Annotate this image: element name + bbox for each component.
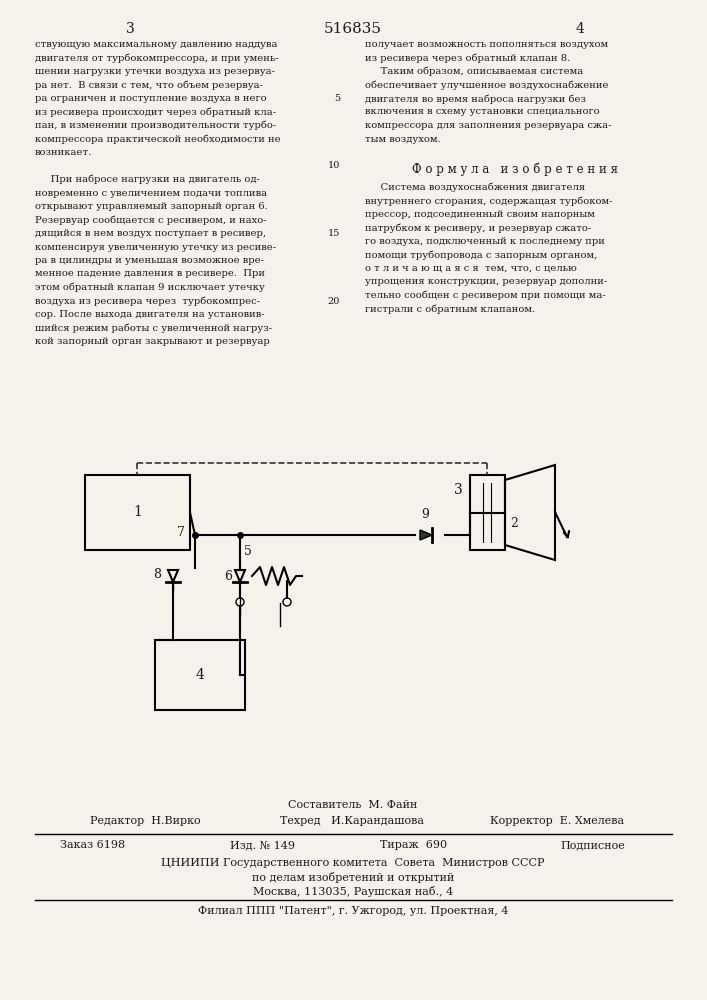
Text: 516835: 516835 xyxy=(324,22,382,36)
Text: прессор, подсоединенный своим напорным: прессор, подсоединенный своим напорным xyxy=(365,210,595,219)
Text: Составитель  М. Файн: Составитель М. Файн xyxy=(288,800,418,810)
Text: гистрали с обратным клапаном.: гистрали с обратным клапаном. xyxy=(365,304,535,314)
Text: о т л и ч а ю щ а я с я  тем, что, с целью: о т л и ч а ю щ а я с я тем, что, с цель… xyxy=(365,264,577,273)
Text: Тираж  690: Тираж 690 xyxy=(380,840,447,850)
Text: Корректор  Е. Хмелева: Корректор Е. Хмелева xyxy=(490,816,624,826)
Bar xyxy=(470,475,505,550)
Text: получает возможность пополняться воздухом: получает возможность пополняться воздухо… xyxy=(365,40,608,49)
Circle shape xyxy=(236,598,244,606)
Text: из ресивера происходит через обратный кла-: из ресивера происходит через обратный кл… xyxy=(35,107,276,117)
Text: 8: 8 xyxy=(153,568,161,580)
Text: 15: 15 xyxy=(327,229,340,238)
Circle shape xyxy=(283,598,291,606)
Text: двигателя от турбокомпрессора, и при умень-: двигателя от турбокомпрессора, и при уме… xyxy=(35,53,279,63)
Text: ра нет.  В связи с тем, что объем резервуа-: ра нет. В связи с тем, что объем резерву… xyxy=(35,81,263,90)
Text: помощи трубопровода с запорным органом,: помощи трубопровода с запорным органом, xyxy=(365,250,597,260)
Text: новременно с увеличением подачи топлива: новременно с увеличением подачи топлива xyxy=(35,188,267,198)
Text: менное падение давления в ресивере.  При: менное падение давления в ресивере. При xyxy=(35,269,265,278)
Text: Техред   И.Карандашова: Техред И.Карандашова xyxy=(280,816,424,826)
Text: 2: 2 xyxy=(510,517,518,530)
Text: 5: 5 xyxy=(244,545,252,558)
Text: тым воздухом.: тым воздухом. xyxy=(365,134,440,143)
Text: 3: 3 xyxy=(454,483,462,497)
Text: двигателя во время наброса нагрузки без: двигателя во время наброса нагрузки без xyxy=(365,94,586,104)
Bar xyxy=(155,640,245,710)
Text: внутреннего сгорания, содержащая турбоком-: внутреннего сгорания, содержащая турбоко… xyxy=(365,196,612,206)
Text: 7: 7 xyxy=(177,526,185,540)
Text: шении нагрузки утечки воздуха из резервуа-: шении нагрузки утечки воздуха из резерву… xyxy=(35,67,275,76)
Text: ствующую максимальному давлению наддува: ствующую максимальному давлению наддува xyxy=(35,40,278,49)
Text: дящийся в нем воздух поступает в ресивер,: дящийся в нем воздух поступает в ресивер… xyxy=(35,229,266,238)
Text: Ф о р м у л а   и з о б р е т е н и я: Ф о р м у л а и з о б р е т е н и я xyxy=(412,163,618,176)
Text: сор. После выхода двигателя на установив-: сор. После выхода двигателя на установив… xyxy=(35,310,264,319)
Text: Заказ 6198: Заказ 6198 xyxy=(60,840,125,850)
Text: обеспечивает улучшенное воздухоснабжение: обеспечивает улучшенное воздухоснабжение xyxy=(365,81,609,90)
Text: открывают управляемый запорный орган 6.: открывают управляемый запорный орган 6. xyxy=(35,202,268,211)
Text: При набросе нагрузки на двигатель од-: При набросе нагрузки на двигатель од- xyxy=(35,175,260,184)
Text: тельно сообщен с ресивером при помощи ма-: тельно сообщен с ресивером при помощи ма… xyxy=(365,291,606,300)
Text: пан, в изменении производительности турбо-: пан, в изменении производительности турб… xyxy=(35,121,276,130)
Text: патрубком к ресиверу, и резервуар сжато-: патрубком к ресиверу, и резервуар сжато- xyxy=(365,224,591,233)
Text: ра в цилиндры и уменьшая возможное вре-: ра в цилиндры и уменьшая возможное вре- xyxy=(35,256,264,265)
Text: этом обратный клапан 9 исключает утечку: этом обратный клапан 9 исключает утечку xyxy=(35,283,265,292)
Text: 3: 3 xyxy=(126,22,134,36)
Text: по делам изобретений и открытий: по делам изобретений и открытий xyxy=(252,872,454,883)
Text: упрощения конструкции, резервуар дополни-: упрощения конструкции, резервуар дополни… xyxy=(365,277,607,286)
Text: Резервуар сообщается с ресивером, и нахо-: Резервуар сообщается с ресивером, и нахо… xyxy=(35,216,267,225)
Text: компрессора практической необходимости не: компрессора практической необходимости н… xyxy=(35,134,281,144)
Text: компрессора для заполнения резервуара сжа-: компрессора для заполнения резервуара сж… xyxy=(365,121,612,130)
Text: Изд. № 149: Изд. № 149 xyxy=(230,840,295,850)
Polygon shape xyxy=(420,530,432,540)
Text: ЦНИИПИ Государственного комитета  Совета  Министров СССР: ЦНИИПИ Государственного комитета Совета … xyxy=(161,858,545,868)
Text: Таким образом, описываемая система: Таким образом, описываемая система xyxy=(365,67,583,77)
Text: го воздуха, подключенный к последнему при: го воздуха, подключенный к последнему пр… xyxy=(365,237,605,246)
Text: Москва, 113035, Раушская наб., 4: Москва, 113035, Раушская наб., 4 xyxy=(253,886,453,897)
Text: 4: 4 xyxy=(196,668,204,682)
Text: компенсируя увеличенную утечку из ресиве-: компенсируя увеличенную утечку из ресиве… xyxy=(35,242,276,251)
Text: возникает.: возникает. xyxy=(35,148,92,157)
Text: Система воздухоснабжения двигателя: Система воздухоснабжения двигателя xyxy=(365,183,585,192)
Text: Филиал ППП "Патент", г. Ужгород, ул. Проектная, 4: Филиал ППП "Патент", г. Ужгород, ул. Про… xyxy=(198,906,508,916)
Text: включения в схему установки специального: включения в схему установки специального xyxy=(365,107,600,116)
Text: из ресивера через обратный клапан 8.: из ресивера через обратный клапан 8. xyxy=(365,53,571,63)
Text: Подписное: Подписное xyxy=(560,840,625,850)
Text: 20: 20 xyxy=(327,296,340,306)
Text: 4: 4 xyxy=(575,22,585,36)
Text: 6: 6 xyxy=(224,570,232,582)
Text: 1: 1 xyxy=(133,506,142,520)
Text: 10: 10 xyxy=(327,161,340,170)
Text: ра ограничен и поступление воздуха в него: ра ограничен и поступление воздуха в нег… xyxy=(35,94,267,103)
Bar xyxy=(85,475,190,550)
Text: 9: 9 xyxy=(421,508,429,521)
Text: Редактор  Н.Вирко: Редактор Н.Вирко xyxy=(90,816,201,826)
Text: воздуха из ресивера через  турбокомпрес-: воздуха из ресивера через турбокомпрес- xyxy=(35,296,260,306)
Text: 5: 5 xyxy=(334,94,340,103)
Text: кой запорный орган закрывают и резервуар: кой запорный орган закрывают и резервуар xyxy=(35,337,270,346)
Text: шийся режим работы с увеличенной нагруз-: шийся режим работы с увеличенной нагруз- xyxy=(35,324,272,333)
